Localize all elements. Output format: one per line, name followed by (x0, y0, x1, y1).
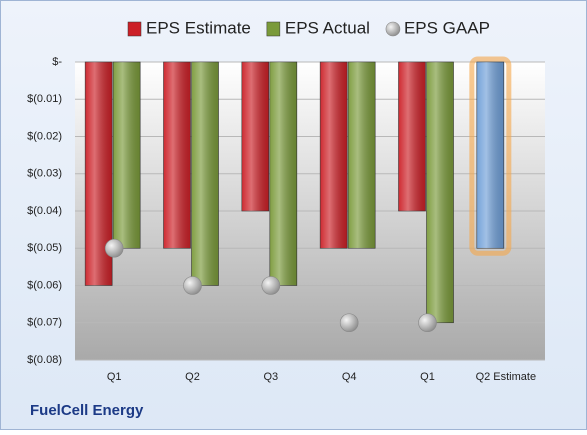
legend: EPS Estimate EPS Actual EPS GAAP (127, 18, 490, 37)
legend-label: EPS Estimate (146, 18, 251, 37)
bar-shine (348, 62, 376, 249)
y-tick-label: $(0.04) (27, 205, 62, 217)
footer: FuelCell Energy (30, 402, 144, 419)
bar-glow (469, 56, 512, 256)
x-tick-label: Q4 (342, 371, 357, 383)
y-tick-label: $(0.02) (27, 130, 62, 142)
gaap-marker (261, 276, 281, 295)
gaap-marker (183, 276, 202, 295)
y-tick-label: $(0.05) (27, 242, 62, 254)
bar-shine (426, 62, 454, 323)
gaap-marker (104, 238, 124, 258)
y-tick-label: $(0.06) (27, 279, 62, 291)
y-tick-label: $- (52, 56, 62, 68)
gaap-marker (339, 313, 359, 333)
x-tick-label: Q1 (107, 371, 122, 383)
y-tick-label: $(0.03) (27, 168, 62, 180)
legend-marker (385, 21, 401, 37)
legend-marker (266, 21, 281, 37)
y-tick-label: $(0.01) (27, 93, 62, 105)
x-tick-label: Q2 Estimate (476, 371, 537, 383)
y-tick-label: $(0.08) (27, 354, 62, 366)
bar-shine (163, 62, 191, 249)
legend-marker (127, 21, 142, 37)
bar-shine (320, 62, 348, 249)
bar-shine (191, 62, 219, 286)
bar-shine (269, 62, 297, 286)
legend-label: EPS GAAP (404, 18, 490, 37)
x-tick-label: Q1 (420, 371, 435, 383)
y-tick-label: $(0.07) (27, 317, 62, 329)
x-tick-label: Q2 (185, 371, 200, 383)
bar-shine (398, 62, 426, 211)
gaap-marker (418, 313, 437, 333)
legend-label: EPS Actual (285, 18, 370, 37)
x-tick-label: Q3 (263, 371, 278, 383)
bar-shine (113, 62, 141, 249)
bar-shine (241, 62, 269, 211)
bar-shine (476, 62, 504, 249)
